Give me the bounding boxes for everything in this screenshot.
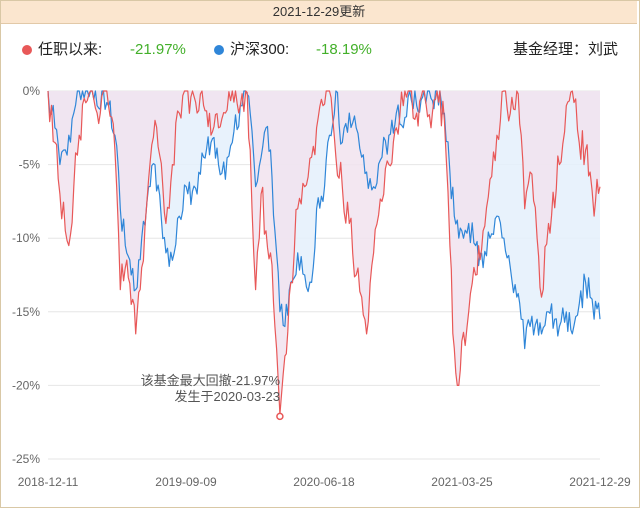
y-tick-label: 0% bbox=[23, 84, 41, 98]
series-lines bbox=[47, 90, 601, 415]
legend-name-index: 沪深300: bbox=[230, 41, 290, 58]
series-areas bbox=[48, 91, 600, 415]
update-date-text: 2021-12-29更新 bbox=[272, 4, 366, 19]
legend-dot-index bbox=[214, 45, 224, 55]
legend-dot-fund bbox=[22, 45, 32, 55]
series-area-fund bbox=[48, 91, 600, 415]
legend-value-fund: -21.97% bbox=[130, 41, 186, 58]
series-line-index[interactable] bbox=[47, 90, 601, 350]
annotation-line-1: 该基金最大回撤-21.97% bbox=[141, 373, 281, 388]
chart-legend: 任职以来: -21.97% 沪深300: -18.19% 基金经理：刘武 bbox=[0, 38, 640, 62]
legend-name-fund: 任职以来: bbox=[38, 41, 103, 58]
series-line-fund[interactable] bbox=[47, 90, 601, 415]
x-tick-label: 2021-12-29 bbox=[569, 475, 631, 489]
y-axis: 0% -5% -10% -15% -20% -25% bbox=[12, 84, 40, 466]
y-tick-label: -20% bbox=[12, 378, 40, 392]
fund-manager-label: 基金经理：刘武 bbox=[512, 41, 618, 58]
x-tick-label: 2021-03-25 bbox=[431, 475, 493, 489]
legend-value-index: -18.19% bbox=[316, 41, 372, 58]
y-tick-label: -25% bbox=[12, 452, 40, 466]
update-date-bar: 2021-12-29更新 bbox=[1, 1, 637, 24]
max-drawdown-annotation: 该基金最大回撤-21.97% 发生于2020-03-23 bbox=[141, 373, 284, 421]
max-drawdown-marker[interactable] bbox=[276, 412, 284, 421]
x-axis: 2018-12-11 2019-09-09 2020-06-18 2021-03-25… bbox=[18, 475, 631, 489]
x-tick-label: 2019-09-09 bbox=[155, 475, 217, 489]
y-tick-label: -10% bbox=[12, 231, 40, 245]
x-tick-label: 2018-12-11 bbox=[18, 475, 79, 489]
annotation-line-2: 发生于2020-03-23 bbox=[175, 389, 281, 404]
y-tick-label: -15% bbox=[12, 305, 40, 319]
y-tick-label: -5% bbox=[19, 158, 41, 172]
x-tick-label: 2020-06-18 bbox=[293, 475, 355, 489]
